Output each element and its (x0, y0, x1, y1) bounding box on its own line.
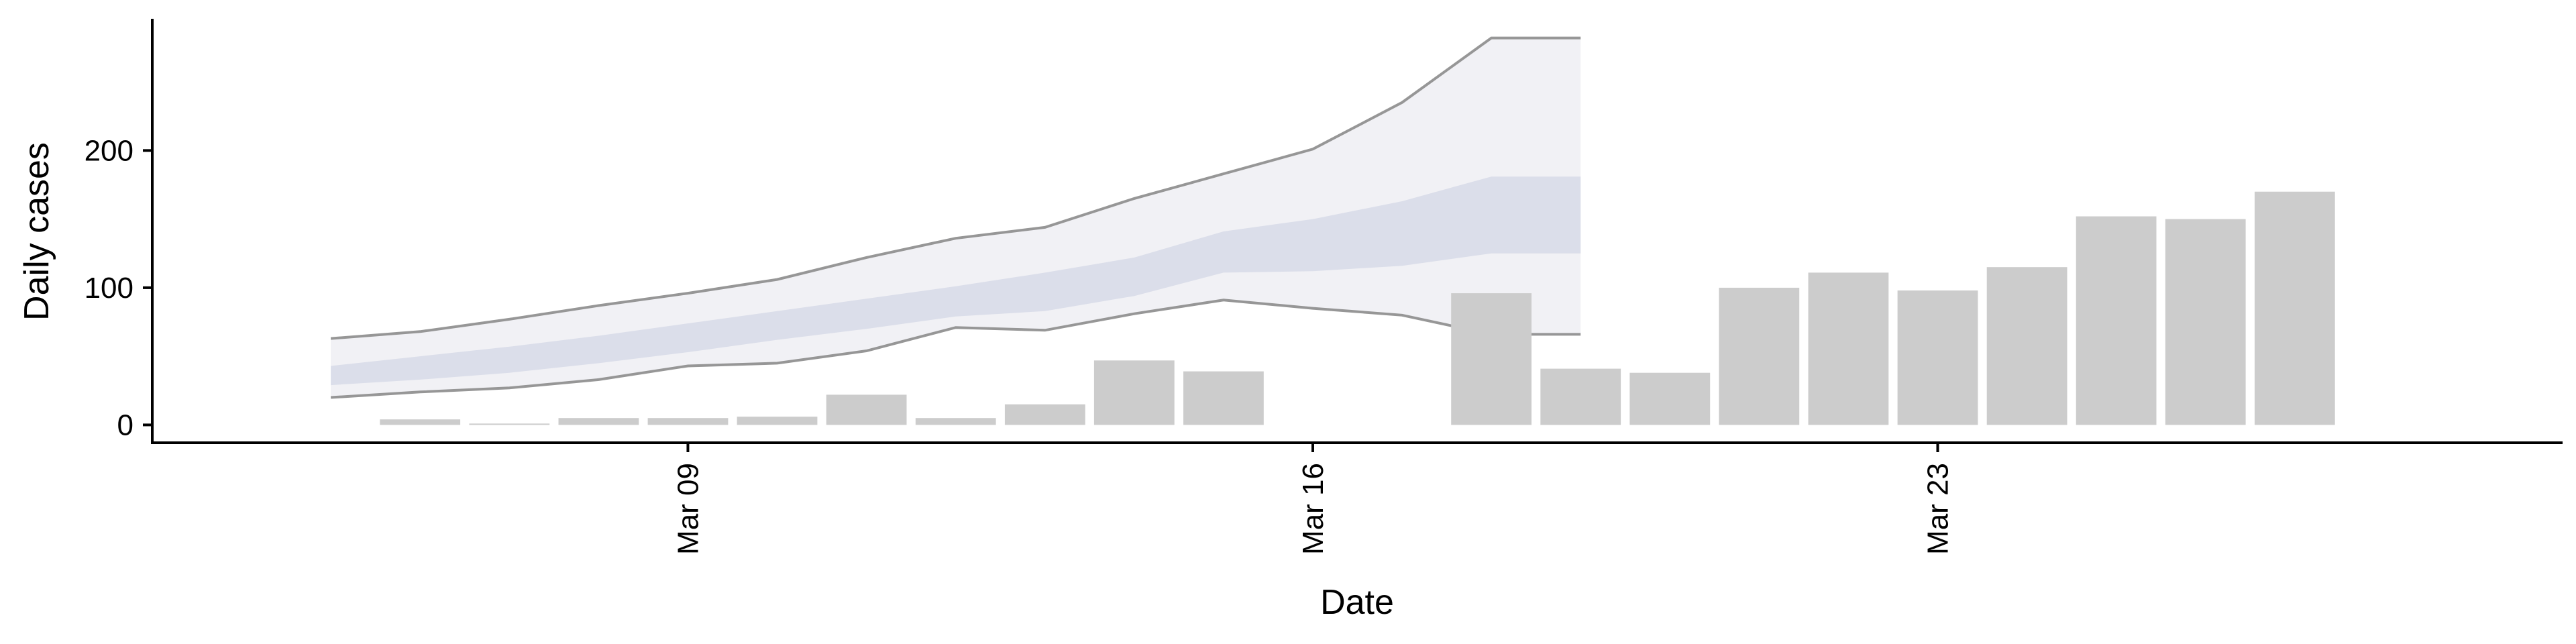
bar (380, 419, 461, 425)
bar (1093, 360, 1175, 425)
y-tick-label: 0 (117, 409, 133, 441)
forecast-lower-line (330, 299, 1581, 399)
bar (826, 394, 907, 425)
x-tick-label: Mar 23 (1922, 463, 1955, 555)
x-axis-ticks: Mar 09 Mar 16 Mar 23 (672, 443, 1955, 555)
bar (915, 418, 996, 425)
bar (1540, 368, 1621, 425)
forecast-bands (330, 36, 1581, 399)
bar (1183, 371, 1264, 425)
y-tick-label: 200 (85, 134, 133, 167)
x-tick-label: Mar 16 (1297, 463, 1330, 555)
x-tick-label: Mar 09 (672, 463, 704, 555)
bar (1719, 287, 1800, 425)
y-axis-title: Daily cases (17, 142, 56, 321)
bar (2254, 191, 2335, 425)
bar (1808, 272, 1889, 425)
bar (1451, 293, 1532, 425)
bar (737, 417, 818, 425)
bar (558, 418, 639, 425)
bar (1986, 267, 2068, 425)
bar (2165, 219, 2246, 425)
bar (1004, 404, 1085, 425)
bar (2076, 216, 2157, 425)
y-tick-label: 100 (85, 272, 133, 305)
bar-series (380, 191, 2335, 425)
bar (1897, 290, 1978, 425)
x-axis-title: Date (1320, 583, 1394, 622)
bar (647, 418, 729, 425)
forecast-upper-line (330, 36, 1581, 340)
y-axis-ticks: 0 100 200 (85, 134, 152, 441)
forecast-outer-band (331, 38, 1581, 398)
forecast-inner-band (331, 176, 1581, 386)
bar (469, 423, 550, 425)
bar (1629, 372, 1711, 425)
